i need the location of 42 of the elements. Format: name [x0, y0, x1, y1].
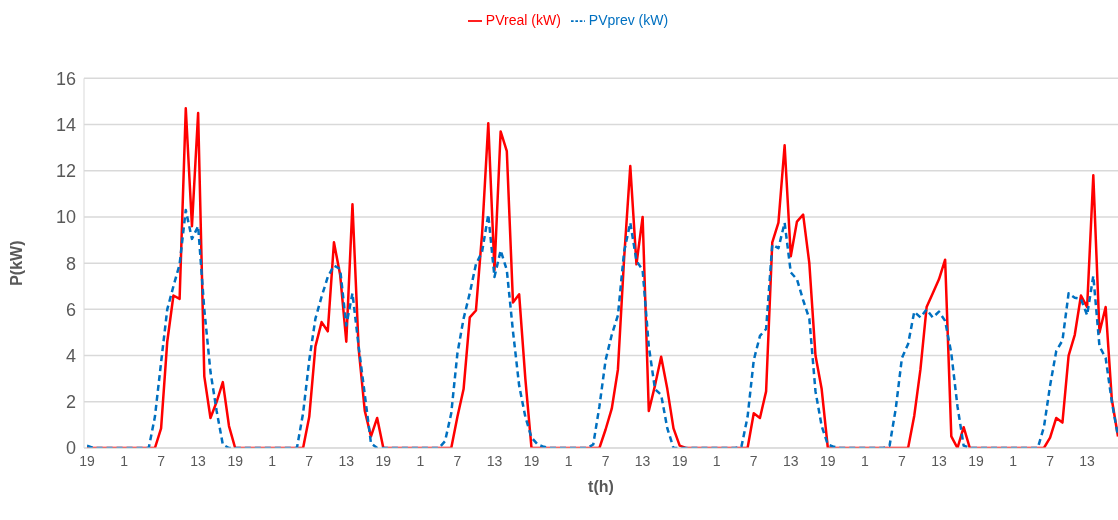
x-axis-title: t(h): [588, 478, 614, 495]
x-tick-label: 13: [634, 452, 651, 469]
x-tick-label: 19: [227, 452, 244, 469]
x-tick-label: 19: [79, 452, 95, 469]
y-tick-label: 14: [55, 114, 76, 135]
x-tick-label: 1: [268, 452, 277, 469]
x-tick-label: 19: [375, 452, 392, 469]
x-tick-label: 13: [190, 452, 207, 469]
x-tick-label: 19: [968, 452, 984, 469]
x-tick-label: 13: [486, 452, 503, 469]
legend-label: PVprev (kW): [588, 12, 669, 28]
x-tick-label: 1: [416, 452, 425, 469]
x-tick-label: 7: [157, 452, 166, 469]
x-tick-label: 1: [120, 452, 129, 469]
x-tick-label: 19: [523, 452, 540, 469]
x-tick-label: 7: [1046, 452, 1055, 469]
x-tick-label: 13: [783, 452, 799, 469]
y-tick-label: 8: [65, 253, 76, 274]
y-axis-title: P(kW): [7, 240, 25, 286]
x-tick-label: 1: [860, 452, 869, 469]
y-tick-label: 2: [65, 392, 76, 413]
x-tick-label: 7: [749, 452, 758, 469]
y-tick-label: 0: [65, 438, 76, 459]
x-tick-label: 19: [671, 452, 688, 469]
x-tick-label: 13: [338, 452, 355, 469]
x-tick-label: 19: [820, 452, 836, 469]
line-series: [87, 208, 1118, 448]
y-tick-label: 12: [55, 161, 76, 182]
y-tick-label: 6: [65, 299, 76, 320]
legend-label: PVreal (kW): [485, 12, 561, 28]
x-tick-label: 7: [601, 452, 610, 469]
x-tick-label: 1: [564, 452, 573, 469]
y-tick-label: 10: [55, 207, 76, 228]
x-tick-label: 1: [1009, 452, 1018, 469]
x-tick-label: 13: [1079, 452, 1096, 469]
y-tick-label: 4: [65, 345, 76, 366]
x-tick-label: 13: [931, 452, 947, 469]
y-tick-label: 16: [55, 68, 76, 89]
x-tick-label: 1: [712, 452, 721, 469]
x-tick-label: 7: [305, 452, 314, 469]
x-tick-label: 7: [898, 452, 907, 469]
x-tick-label: 7: [453, 452, 462, 469]
